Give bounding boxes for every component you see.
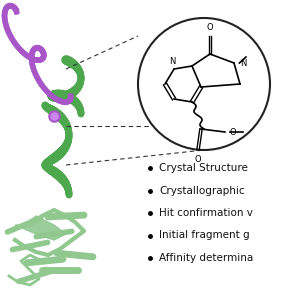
Text: O: O [195, 155, 201, 164]
Text: Hit confirmation v: Hit confirmation v [159, 208, 253, 218]
Polygon shape [15, 216, 66, 240]
Text: Crystallographic: Crystallographic [159, 185, 244, 196]
Text: Affinity determina: Affinity determina [159, 253, 253, 263]
Text: O: O [207, 22, 213, 32]
Text: N: N [240, 58, 246, 68]
Text: Initial fragment g: Initial fragment g [159, 230, 250, 241]
Text: N: N [169, 57, 176, 66]
Text: Crystal Structure: Crystal Structure [159, 163, 248, 173]
Text: O: O [230, 128, 236, 136]
